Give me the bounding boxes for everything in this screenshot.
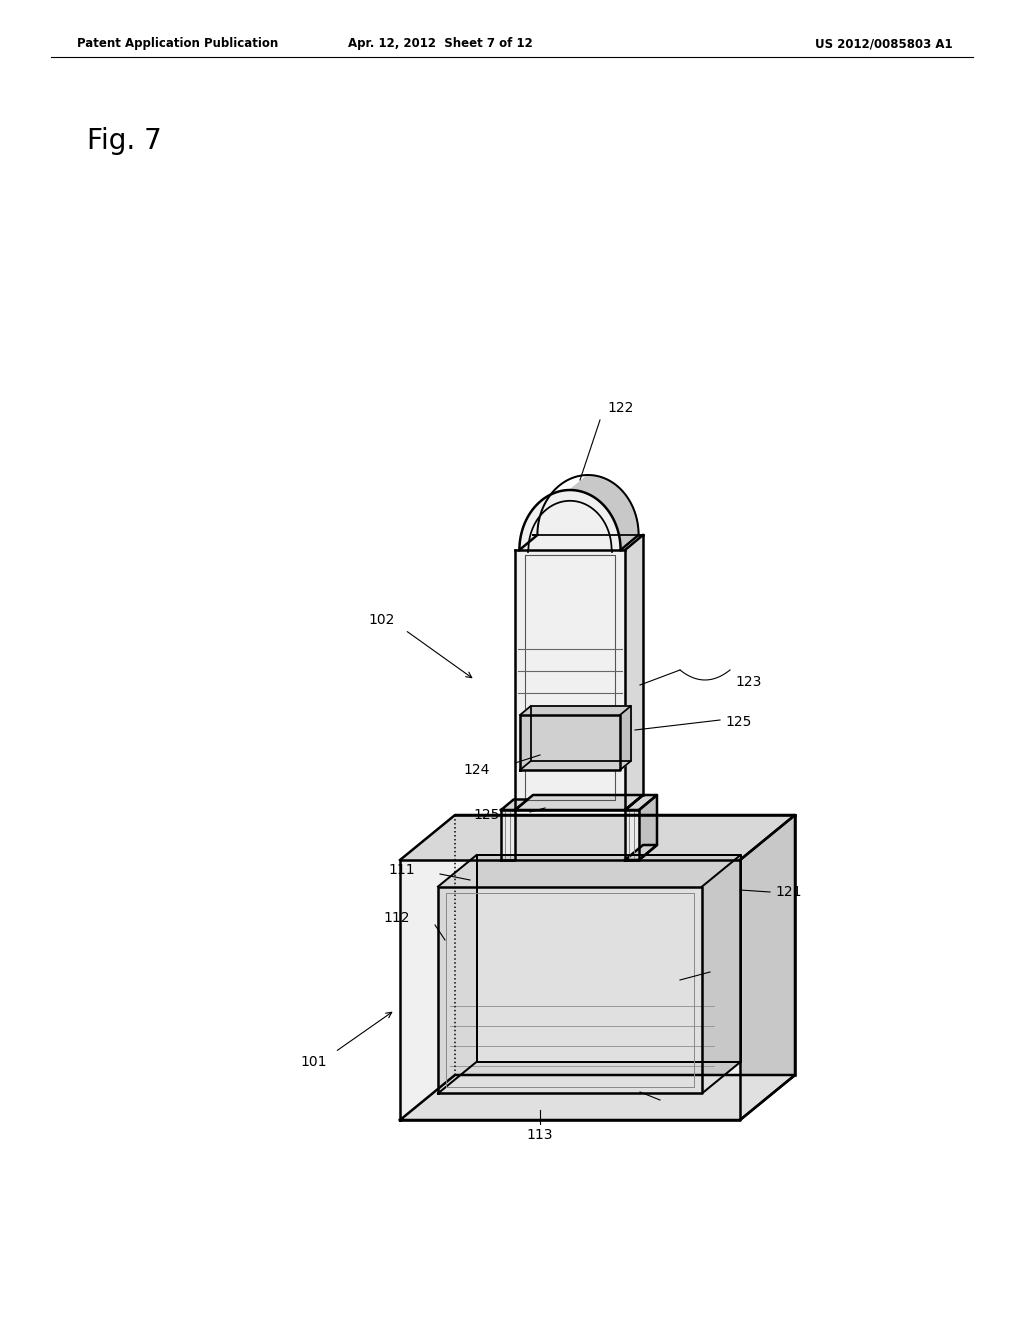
Text: 121: 121 (775, 884, 802, 899)
Polygon shape (438, 855, 476, 1093)
Polygon shape (400, 814, 795, 861)
Text: 113: 113 (526, 1129, 553, 1142)
Text: 112: 112 (384, 911, 410, 925)
Text: 102: 102 (368, 612, 394, 627)
Polygon shape (520, 715, 620, 770)
Text: US 2012/0085803 A1: US 2012/0085803 A1 (815, 37, 952, 50)
Polygon shape (740, 814, 795, 1119)
Polygon shape (501, 810, 515, 861)
Polygon shape (625, 845, 657, 861)
Polygon shape (438, 855, 740, 887)
Text: 122: 122 (607, 401, 634, 414)
Polygon shape (438, 1061, 740, 1093)
Polygon shape (625, 810, 639, 861)
Text: 114: 114 (665, 1096, 691, 1109)
Text: 101: 101 (300, 1055, 327, 1069)
Polygon shape (620, 706, 631, 770)
Text: 111: 111 (388, 863, 415, 876)
Text: 125: 125 (474, 808, 500, 822)
Polygon shape (625, 795, 657, 810)
Polygon shape (520, 762, 631, 770)
Polygon shape (438, 887, 702, 1093)
Polygon shape (702, 855, 740, 1093)
Text: 123: 123 (735, 675, 762, 689)
Polygon shape (520, 706, 530, 770)
Text: 125: 125 (725, 715, 752, 729)
Polygon shape (570, 475, 639, 550)
Text: Patent Application Publication: Patent Application Publication (77, 37, 279, 50)
Polygon shape (476, 855, 740, 1061)
Polygon shape (625, 535, 643, 810)
Polygon shape (520, 706, 631, 715)
Polygon shape (400, 1074, 795, 1119)
Text: 115: 115 (715, 968, 741, 981)
Text: Apr. 12, 2012  Sheet 7 of 12: Apr. 12, 2012 Sheet 7 of 12 (348, 37, 532, 50)
Polygon shape (515, 490, 625, 810)
Polygon shape (400, 861, 740, 1119)
Text: Fig. 7: Fig. 7 (87, 127, 162, 156)
Polygon shape (501, 800, 527, 810)
Polygon shape (515, 795, 643, 810)
Polygon shape (639, 795, 657, 861)
Text: 124: 124 (464, 763, 490, 777)
Polygon shape (530, 706, 631, 762)
